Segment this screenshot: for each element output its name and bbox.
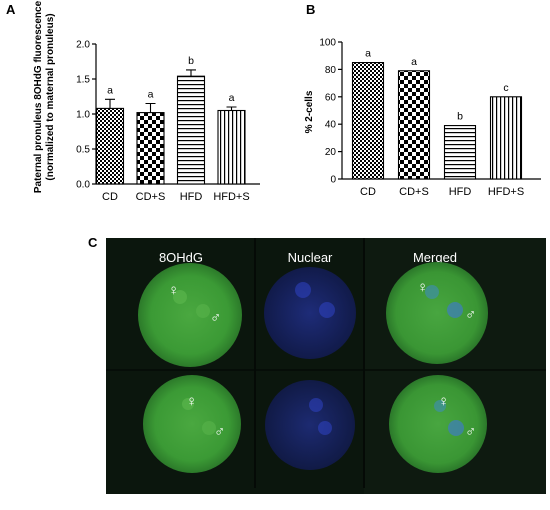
column-title-8ohdg: 8OHdG (159, 250, 203, 265)
chart-b-category-label: CD+S (399, 186, 429, 198)
oocyte-blue-row2 (265, 380, 355, 470)
male-symbol-8ohdg-row1: ♂ (210, 309, 221, 326)
chart-b-category-label: HFD (449, 186, 472, 198)
chart-a-y-tick-label: 0.0 (76, 180, 90, 191)
chart-a-error-bar (145, 102, 156, 113)
chart-b-ylabel: % 2-cells (304, 90, 315, 133)
chart-b-bar (351, 61, 385, 180)
chart-a-significance-label: a (229, 92, 235, 104)
pronucleus-female-merged-row1 (425, 285, 439, 299)
pronucleus-male-blue-row1 (319, 302, 335, 318)
column-title-merged: Merged (413, 250, 457, 265)
pronucleus-female-blue-row2 (309, 398, 323, 412)
female-symbol-8ohdg-row1: ♀ (168, 282, 179, 299)
pronucleus-female-green-row1 (173, 290, 187, 304)
chart-a-category-label: HFD+S (213, 191, 249, 203)
chart-b: % 2-cells 0 20 40 60 80 100 a CD a CD+S b HFD c HFD+S (304, 38, 541, 198)
micrograph-panel: 8OHdG Nuclear Merged ♀ ♂ ♀ ♂ ♀ ♂ ♀ ♂ (106, 238, 546, 494)
chart-a-ylabel-line2: (normalized to maternal pronuleus) (45, 13, 56, 180)
male-symbol-8ohdg-row2: ♂ (214, 423, 225, 440)
chart-b-y-tick-label: 100 (319, 38, 336, 49)
chart-b-bar (489, 96, 523, 180)
chart-a-y-tick-label: 2.0 (76, 40, 90, 51)
pronucleus-male-blue-row2 (318, 421, 332, 435)
chart-a-error-bar (186, 69, 196, 77)
pronucleus-female-blue-row1 (295, 282, 311, 298)
chart-a-bar (95, 107, 125, 185)
chart-a-significance-label: a (148, 89, 154, 101)
panel-label-c: C (88, 235, 98, 250)
chart-b-y-tick-label: 0 (330, 175, 336, 186)
chart-b-category-label: CD (360, 186, 376, 198)
pronucleus-female-green-row2 (182, 398, 194, 410)
chart-b-y-tick-label: 80 (325, 65, 337, 76)
chart-b-y-tick-label: 40 (325, 120, 337, 131)
chart-a-y-tick-label: 0.5 (76, 145, 90, 156)
chart-b-y-tick-label: 60 (325, 92, 337, 103)
chart-b-significance-label: a (365, 48, 371, 60)
chart-a-y-tick-label: 1.0 (76, 110, 90, 121)
oocyte-green-row1 (138, 263, 242, 367)
chart-b-significance-label: c (503, 82, 508, 94)
oocyte-merged-row2 (389, 375, 487, 473)
female-symbol-merged-row2: ♀ (438, 393, 449, 410)
chart-a-bar (217, 109, 246, 185)
panel-label-a: A (6, 2, 16, 17)
pronucleus-male-merged-row1 (447, 302, 463, 318)
oocyte-green-row2 (143, 375, 241, 473)
chart-b-y-tick-label: 20 (325, 147, 337, 158)
pronucleus-male-merged-row2 (448, 420, 464, 436)
chart-a-category-label: CD (102, 191, 118, 203)
chart-b-bar (443, 125, 477, 180)
oocyte-blue-row1 (264, 267, 356, 359)
chart-a-significance-label: b (188, 55, 194, 67)
pronucleus-female-merged-row2 (434, 400, 446, 412)
male-symbol-merged-row2: ♂ (465, 423, 476, 440)
chart-a-category-label: CD+S (136, 191, 166, 203)
chart-a-category-label: HFD (180, 191, 203, 203)
chart-a: Paternal pronuleus 8OHdG fluorescence (n… (33, 0, 260, 203)
chart-a-significance-label: a (107, 84, 113, 96)
chart-a-ylabel-line1: Paternal pronuleus 8OHdG fluorescence (33, 0, 44, 193)
female-symbol-8ohdg-row2: ♀ (186, 393, 197, 410)
chart-b-category-label: HFD+S (488, 186, 524, 198)
pronucleus-male-green-row2 (202, 421, 216, 435)
chart-a-error-bar (226, 106, 237, 111)
chart-a-bar (136, 112, 165, 185)
male-symbol-merged-row1: ♂ (465, 306, 476, 323)
column-title-nuclear: Nuclear (288, 250, 333, 265)
chart-b-bar (397, 70, 431, 180)
chart-b-significance-label: a (411, 56, 417, 68)
chart-a-y-tick-label: 1.5 (76, 75, 90, 86)
panel-label-b: B (306, 2, 315, 17)
chart-a-bar (176, 75, 206, 185)
chart-b-significance-label: b (457, 111, 463, 123)
pronucleus-male-green-row1 (196, 304, 210, 318)
chart-a-error-bar (105, 98, 115, 109)
female-symbol-merged-row1: ♀ (417, 279, 428, 296)
oocyte-merged-row1 (386, 262, 488, 364)
